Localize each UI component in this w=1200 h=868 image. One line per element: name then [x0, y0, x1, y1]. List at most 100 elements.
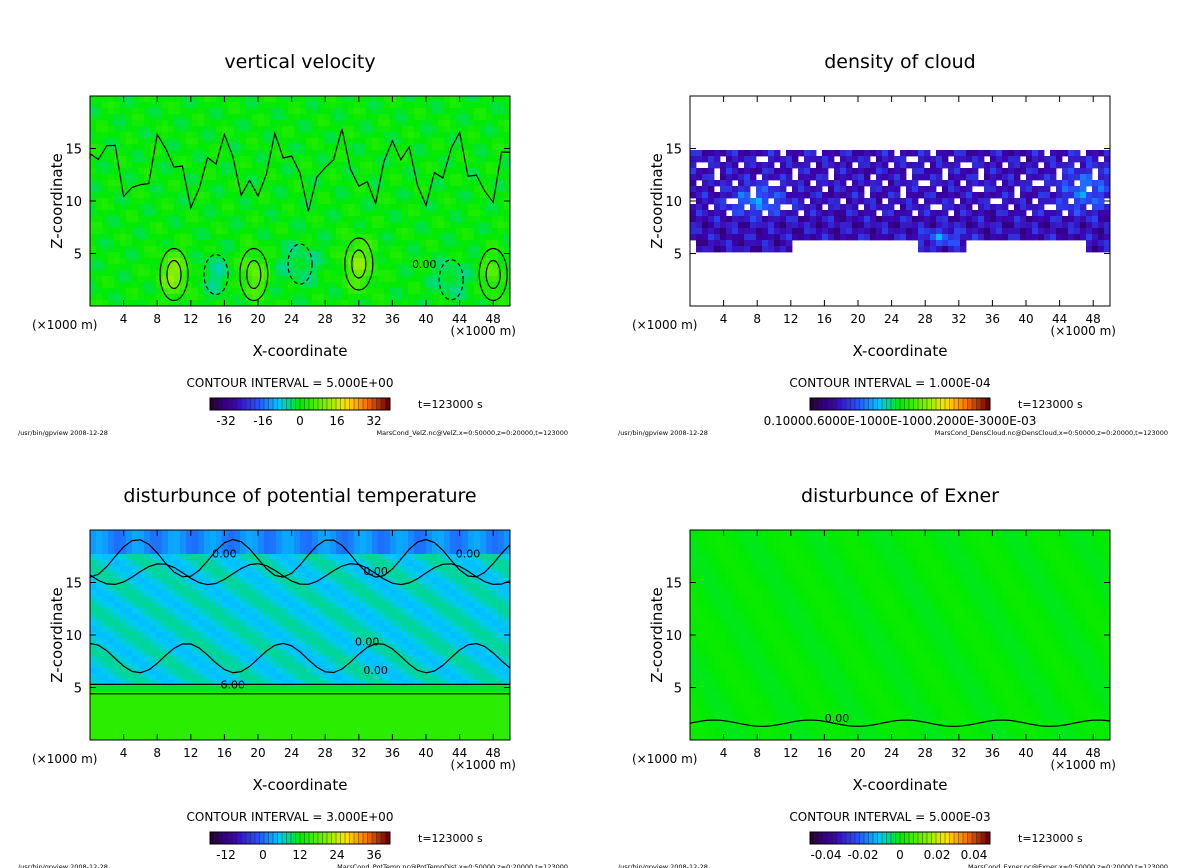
- field-cell: [372, 258, 379, 265]
- field-cell: [234, 216, 241, 223]
- field-cell: [378, 228, 385, 235]
- field-cell: [174, 198, 181, 205]
- field-cell: [858, 150, 865, 157]
- field-cell: [444, 216, 451, 223]
- field-cell: [366, 204, 373, 211]
- field-cell: [264, 204, 271, 211]
- field-cell: [306, 234, 313, 241]
- field-cell: [804, 210, 811, 217]
- field-cell: [156, 216, 163, 223]
- field-cell: [240, 162, 247, 169]
- field-cell: [174, 252, 181, 259]
- field-cell: [210, 186, 217, 193]
- field-cell: [276, 602, 283, 609]
- field-cell: [438, 294, 445, 301]
- field-cell: [120, 620, 127, 627]
- field-cell: [498, 186, 505, 193]
- field-cell: [102, 536, 109, 543]
- field-cell: [168, 536, 175, 543]
- field-cell: [252, 548, 259, 555]
- field-cell: [258, 692, 265, 699]
- x-tick-label: 12: [783, 312, 798, 326]
- field-cell: [342, 156, 349, 163]
- field-cell: [186, 204, 193, 211]
- field-cell: [174, 132, 181, 139]
- field-cell: [186, 602, 193, 609]
- field-cell: [402, 222, 409, 229]
- field-cell: [504, 162, 511, 169]
- field-cell: [156, 186, 163, 193]
- field-cell: [1008, 234, 1015, 241]
- field-cell: [168, 584, 175, 591]
- field-cell: [378, 264, 385, 271]
- field-cell: [300, 258, 307, 265]
- field-cell: [204, 222, 211, 229]
- field-cell: [450, 156, 457, 163]
- field-cell: [450, 162, 457, 169]
- field-cell: [948, 192, 955, 199]
- field-cell: [276, 656, 283, 663]
- field-cell: [288, 596, 295, 603]
- field-cell: [108, 656, 115, 663]
- field-cell: [414, 234, 421, 241]
- field-cell: [342, 294, 349, 301]
- field-cell: [198, 566, 205, 573]
- field-cell: [288, 626, 295, 633]
- colorbar-segment: [818, 397, 825, 411]
- field-cell: [408, 156, 415, 163]
- field-cell: [690, 156, 697, 163]
- field-cell: [192, 584, 199, 591]
- field-cell: [132, 656, 139, 663]
- field-cell: [732, 186, 739, 193]
- field-cell: [234, 734, 241, 741]
- field-cell: [264, 656, 271, 663]
- field-cell: [462, 96, 469, 103]
- field-cell: [156, 102, 163, 109]
- field-cell: [210, 216, 217, 223]
- field-cell: [876, 216, 883, 223]
- field-cell: [1080, 168, 1087, 175]
- field-cell: [120, 728, 127, 735]
- field-cell: [282, 240, 289, 247]
- field-cell: [1068, 156, 1075, 163]
- field-cell: [228, 542, 235, 549]
- field-cell: [1014, 162, 1021, 169]
- colorbar-segment: [917, 397, 924, 411]
- field-cell: [246, 156, 253, 163]
- field-cell: [162, 608, 169, 615]
- field-cell: [96, 210, 103, 217]
- field-cell: [114, 734, 121, 741]
- field-cell: [270, 626, 277, 633]
- field-cell: [132, 686, 139, 693]
- field-cell: [282, 300, 289, 307]
- field-cell: [858, 174, 865, 181]
- field-cell: [198, 668, 205, 675]
- field-cell: [246, 638, 253, 645]
- field-cell: [360, 174, 367, 181]
- field-cell: [246, 722, 253, 729]
- field-cell: [426, 138, 433, 145]
- field-cell: [828, 150, 835, 157]
- field-cell: [144, 168, 151, 175]
- field-cell: [120, 668, 127, 675]
- field-cell: [786, 240, 793, 247]
- field-cell: [240, 138, 247, 145]
- field-cell: [96, 114, 103, 121]
- field-cell: [174, 668, 181, 675]
- field-cell: [168, 198, 175, 205]
- field-cell: [198, 614, 205, 621]
- colorbar-tick-label: 0: [296, 414, 304, 428]
- field-cell: [828, 156, 835, 163]
- field-cell: [888, 186, 895, 193]
- field-cell: [360, 102, 367, 109]
- field-cell: [372, 246, 379, 253]
- field-cell: [246, 560, 253, 567]
- field-cell: [90, 252, 97, 259]
- field-cell: [834, 150, 841, 157]
- field-cell: [780, 174, 787, 181]
- field-cell: [186, 680, 193, 687]
- field-cell: [798, 150, 805, 157]
- field-cell: [288, 162, 295, 169]
- field-cell: [990, 186, 997, 193]
- field-cell: [258, 126, 265, 133]
